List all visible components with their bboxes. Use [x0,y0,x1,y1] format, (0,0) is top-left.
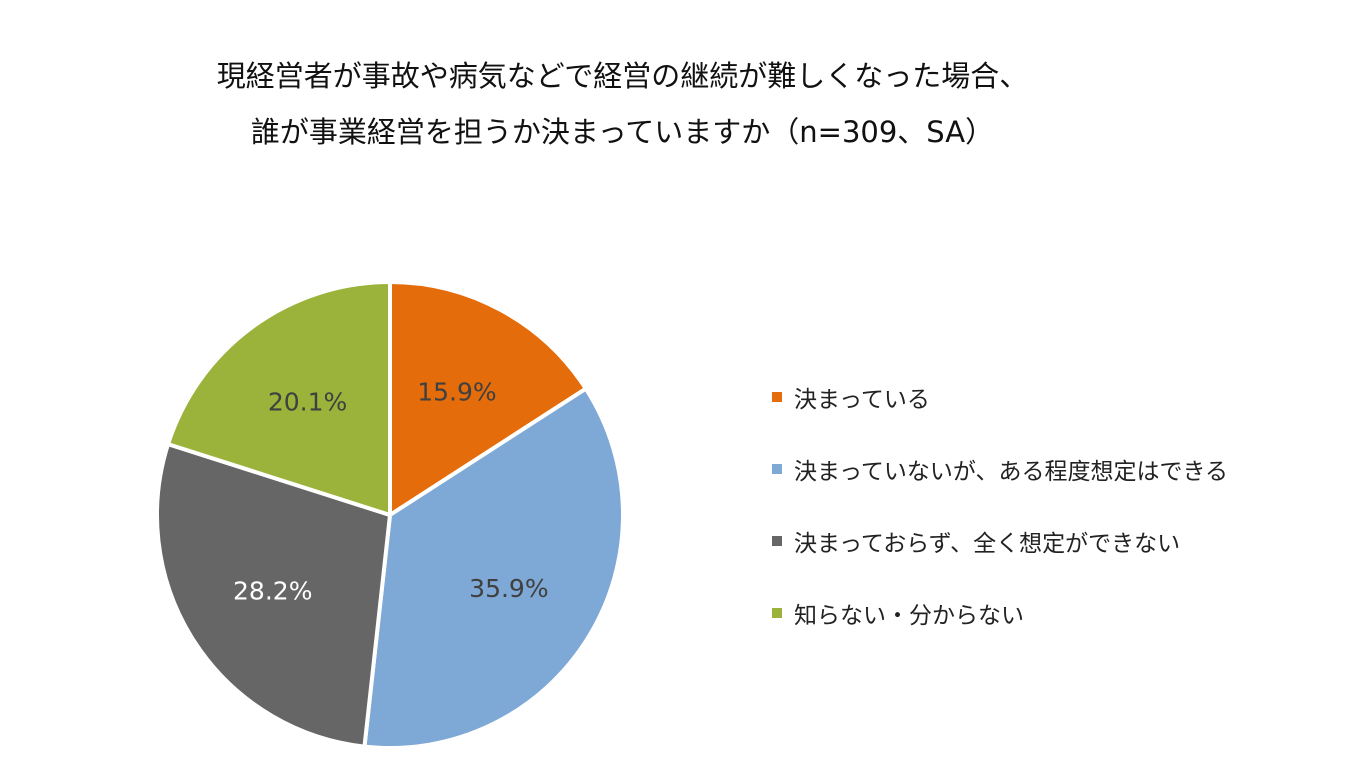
data-label-decided: 15.9% [417,378,496,407]
legend-item-decided: 決まっている [772,378,1228,416]
legend-label-not-expected: 決まっておらず、全く想定ができない [794,531,1181,557]
legend-swatch-unknown [772,608,782,618]
data-label-somewhat-expected: 35.9% [469,574,548,603]
legend-item-unknown: 知らない・分からない [772,594,1228,632]
legend-item-somewhat-expected: 決まっていないが、ある程度想定はできる [772,450,1228,488]
legend-label-unknown: 知らない・分からない [794,603,1024,629]
data-label-not-expected: 28.2% [233,577,312,606]
legend: 決まっている 決まっていないが、ある程度想定はできる 決まっておらず、全く想定が… [772,378,1228,666]
pie-slice-unknown [166,280,392,517]
legend-swatch-decided [772,392,782,402]
data-label-unknown: 20.1% [268,388,347,417]
chart-title: 現経営者が事故や病気などで経営の継続が難しくなった場合、 誰が事業経営を担うか決… [0,48,1245,160]
pie-slice-decided [388,280,588,517]
pie-slice-somewhat-expected [362,386,625,750]
legend-item-not-expected: 決まっておらず、全く想定ができない [772,522,1228,560]
chart-title-line-1: 現経営者が事故や病気などで経営の継続が難しくなった場合、 [216,59,1029,93]
legend-swatch-not-expected [772,536,782,546]
legend-label-somewhat-expected: 決まっていないが、ある程度想定はできる [794,459,1229,485]
pie-slice-not-expected [155,442,392,749]
chart-title-line-2: 誰が事業経営を担うか決まっていますか（n=309、SA） [250,115,995,149]
legend-swatch-somewhat-expected [772,464,782,474]
legend-label-decided: 決まっている [794,387,930,413]
